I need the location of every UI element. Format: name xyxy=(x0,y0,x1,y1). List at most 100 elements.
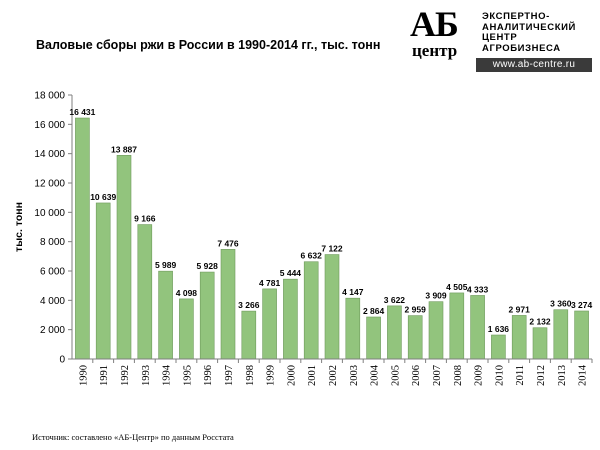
data-labels-group: 16 431 10 639 13 887 9 166 5 989 4 098 5 928 7 … xyxy=(69,107,592,334)
y-tick-label: 4 000 xyxy=(40,296,65,307)
bar xyxy=(199,271,215,360)
data-label: 7 122 xyxy=(321,244,343,254)
bar xyxy=(262,288,277,360)
data-label: 5 444 xyxy=(280,268,302,278)
y-tick-label: 2 000 xyxy=(40,325,65,336)
data-label: 3 909 xyxy=(425,291,447,301)
logo-mark-bottom: центр xyxy=(412,41,458,60)
bar xyxy=(220,249,236,360)
data-label: 3 622 xyxy=(384,295,406,305)
bar xyxy=(511,315,527,360)
x-tick-label: 2006 xyxy=(411,365,422,386)
bar xyxy=(428,301,444,360)
x-tick-label: 2002 xyxy=(328,365,339,386)
data-label: 4 147 xyxy=(342,287,364,297)
x-tick-label: 2003 xyxy=(349,365,360,386)
data-label: 10 639 xyxy=(90,192,116,202)
bar xyxy=(116,155,132,360)
logo-line-2: АНАЛИТИЧЕСКИЙ xyxy=(482,21,576,33)
data-label: 4 505 xyxy=(446,282,468,292)
data-label: 1 636 xyxy=(488,324,510,334)
y-axis-label: тыс. тонн xyxy=(13,202,25,252)
y-tick-label: 14 000 xyxy=(34,149,65,160)
bar xyxy=(137,224,153,360)
data-label: 13 887 xyxy=(111,144,137,154)
logo-line-1: ЭКСПЕРТНО- xyxy=(482,11,550,22)
x-tick-label: 2005 xyxy=(390,365,401,386)
x-tick-label: 2007 xyxy=(432,365,443,386)
bar xyxy=(366,316,381,360)
bar xyxy=(470,295,485,360)
logo-url[interactable]: www.ab-centre.ru xyxy=(476,58,592,72)
data-label: 3 360 xyxy=(550,299,572,309)
x-tick-label: 2004 xyxy=(370,364,381,386)
data-label: 2 864 xyxy=(363,306,385,316)
data-label: 5 989 xyxy=(155,260,177,270)
bar xyxy=(553,309,569,360)
data-label: 5 928 xyxy=(197,261,219,271)
data-label: 2 971 xyxy=(509,304,531,314)
data-label: 3 266 xyxy=(238,300,260,310)
x-tick-label: 2000 xyxy=(286,365,297,386)
x-tick-label: 1990 xyxy=(78,365,89,386)
ab-centre-logo: АБ центр ЭКСПЕРТНО- АНАЛИТИЧЕСКИЙ ЦЕНТР … xyxy=(408,4,594,74)
x-tick-label: 1996 xyxy=(203,365,214,386)
data-label: 7 476 xyxy=(217,238,239,248)
logo-mark-top: АБ xyxy=(410,4,459,44)
y-tick-label: 10 000 xyxy=(34,208,65,219)
y-tick-label: 8 000 xyxy=(40,237,65,248)
bar xyxy=(324,254,340,360)
bar xyxy=(283,278,298,360)
data-label: 4 098 xyxy=(176,288,198,298)
y-tick-label: 6 000 xyxy=(40,267,65,278)
chart-title: Валовые сборы ржи в России в 1990-2014 г… xyxy=(36,38,381,52)
data-label: 6 632 xyxy=(301,251,323,261)
x-tick-label: 2012 xyxy=(536,365,547,386)
x-tick-label: 1997 xyxy=(224,365,235,386)
bar xyxy=(449,292,465,360)
data-label: 9 166 xyxy=(134,214,156,224)
x-tick-label: 1994 xyxy=(162,364,173,386)
bars-group xyxy=(75,117,589,360)
bar xyxy=(179,298,194,360)
data-label: 4 333 xyxy=(467,284,489,294)
x-tick-label: 2013 xyxy=(557,365,568,386)
data-label: 3 274 xyxy=(571,300,593,310)
x-tick-label: 1998 xyxy=(245,365,256,386)
y-tick-label: 12 000 xyxy=(34,179,65,190)
data-label: 4 781 xyxy=(259,278,281,288)
y-tick-label: 18 000 xyxy=(34,91,65,102)
y-tick-label: 0 xyxy=(59,355,65,366)
x-tick-label: 1995 xyxy=(182,365,193,386)
bar xyxy=(532,327,548,360)
x-tick-label: 2009 xyxy=(474,365,485,386)
bar xyxy=(158,270,173,360)
bar xyxy=(345,297,361,360)
data-label: 2 959 xyxy=(405,305,427,315)
x-tick-label: 2008 xyxy=(453,365,464,386)
x-tick-label: 1999 xyxy=(266,365,277,386)
logo-line-3: ЦЕНТР xyxy=(482,32,518,43)
x-tick-label: 2011 xyxy=(515,365,526,386)
bar xyxy=(241,310,257,360)
logo-line-4: АГРОБИЗНЕСА xyxy=(482,42,561,54)
bar xyxy=(303,261,319,360)
source-note: Источник: составлено «АБ-Центр» по данны… xyxy=(32,432,234,442)
x-tick-label: 2001 xyxy=(307,365,318,386)
y-tick-label: 16 000 xyxy=(34,120,65,131)
x-tick-label: 1991 xyxy=(99,365,110,386)
logo-text: ЭКСПЕРТНО- АНАЛИТИЧЕСКИЙ ЦЕНТР АГРОБИЗНЕ… xyxy=(482,11,576,54)
data-label: 16 431 xyxy=(69,107,95,117)
bar xyxy=(407,315,423,360)
x-tick-label: 1992 xyxy=(120,365,131,386)
bar xyxy=(387,305,402,360)
axes-group: 0 2 000 4 000 6 000 8 000 10 000 12 000 14 000 1… xyxy=(13,91,593,386)
x-tick-label: 1993 xyxy=(141,365,152,386)
data-label: 2 132 xyxy=(529,317,551,327)
x-tick-label: 2010 xyxy=(494,365,505,386)
bar xyxy=(75,117,90,360)
x-tick-label: 2014 xyxy=(578,364,589,386)
bar xyxy=(95,202,111,360)
bar xyxy=(574,310,589,360)
